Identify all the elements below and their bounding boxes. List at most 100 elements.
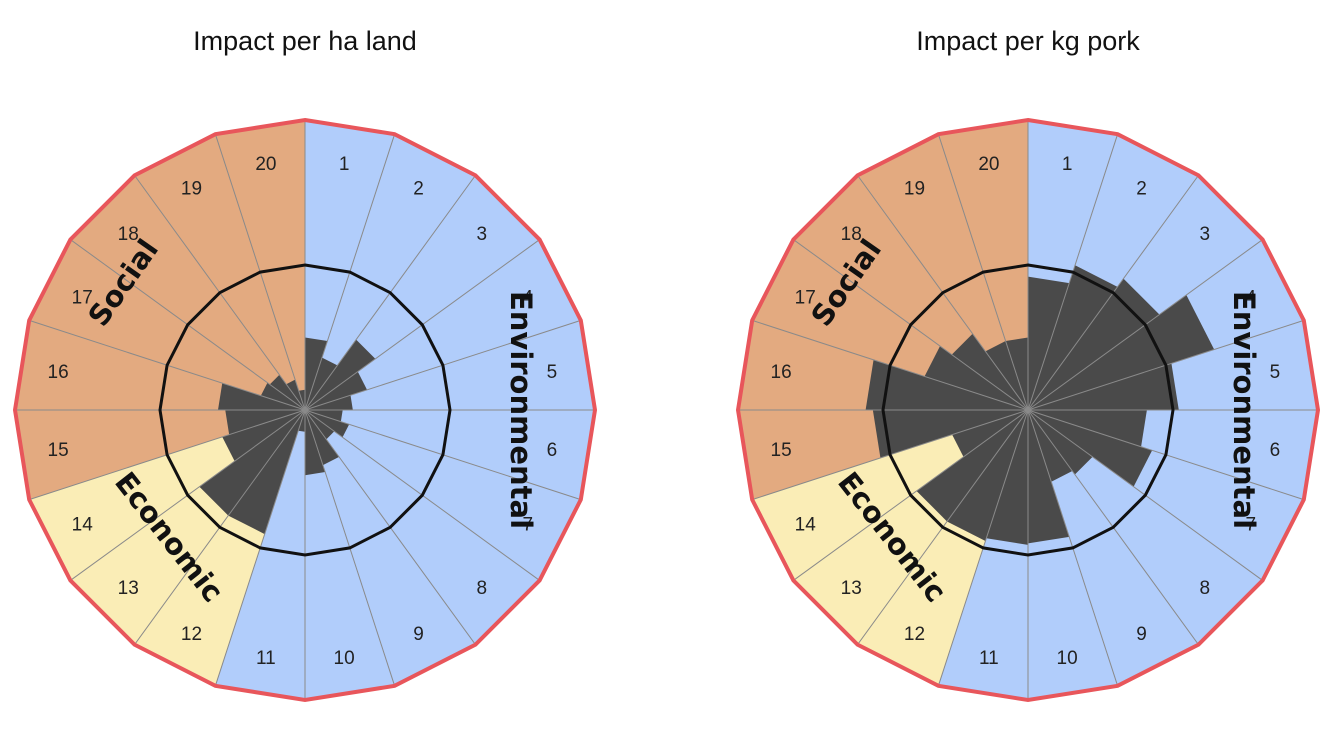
indicator-label-4: 4 [522, 288, 533, 309]
impact-bar-5 [1028, 363, 1179, 410]
impact-bar-13 [916, 410, 1028, 522]
outer-boundary [735, 117, 1321, 703]
impact-bar-2 [1028, 265, 1118, 410]
threshold-ring [881, 263, 1175, 557]
sector-18 [70, 175, 305, 410]
indicator-label-16: 16 [48, 362, 69, 383]
indicator-label-1: 1 [339, 154, 350, 175]
indicator-label-11: 11 [979, 648, 999, 669]
outer-boundary [12, 117, 598, 703]
indicator-label-15: 15 [771, 440, 792, 461]
indicator-label-12: 12 [904, 624, 925, 645]
impact-bar-9 [305, 410, 340, 466]
indicator-label-11: 11 [256, 648, 276, 669]
impact-bar-3 [1028, 278, 1160, 410]
impact-bar-2 [305, 357, 338, 410]
indicator-label-14: 14 [72, 515, 94, 536]
indicator-label-18: 18 [841, 224, 862, 245]
indicator-label-13: 13 [841, 578, 862, 599]
sector-2 [305, 134, 476, 410]
sector-5 [305, 320, 595, 410]
impact-bar-15 [872, 410, 1028, 458]
sector-17 [29, 239, 305, 410]
indicator-label-14: 14 [795, 515, 817, 536]
indicator-label-8: 8 [476, 578, 487, 599]
impact-bar-9 [1028, 410, 1073, 482]
indicator-label-19: 19 [181, 178, 202, 199]
indicator-label-10: 10 [334, 648, 355, 669]
sector-20 [938, 120, 1028, 410]
indicator-label-17: 17 [795, 288, 816, 309]
indicator-label-7: 7 [522, 515, 533, 536]
group-label-environmental: Environmental [1227, 291, 1261, 529]
impact-bar-13 [199, 410, 305, 516]
sector-8 [305, 410, 540, 645]
indicator-label-3: 3 [476, 224, 487, 245]
impact-bar-12 [228, 410, 305, 535]
chart-1-title: Impact per ha land [193, 26, 417, 56]
indicator-label-5: 5 [547, 362, 558, 383]
impact-bar-18 [951, 333, 1028, 410]
chart-2-radial: 1234567891011121314151617181920Environme… [735, 117, 1321, 703]
impact-bar-4 [305, 371, 368, 410]
impact-bar-14 [952, 410, 1028, 457]
indicator-label-9: 9 [413, 624, 424, 645]
impact-bar-1 [1028, 276, 1070, 410]
impact-bar-7 [305, 410, 350, 438]
impact-bar-19 [286, 379, 305, 410]
indicator-label-10: 10 [1057, 648, 1078, 669]
sector-1 [305, 120, 395, 410]
impact-bar-7 [1028, 410, 1153, 487]
sector-7 [305, 410, 581, 581]
indicator-label-9: 9 [1136, 624, 1147, 645]
indicator-label-20: 20 [255, 154, 276, 175]
indicator-label-6: 6 [1270, 440, 1281, 461]
indicator-label-16: 16 [771, 362, 792, 383]
indicator-label-19: 19 [904, 178, 925, 199]
group-label-environmental: Environmental [504, 291, 538, 529]
indicator-label-17: 17 [72, 288, 93, 309]
indicator-label-6: 6 [547, 440, 558, 461]
sector-20 [215, 120, 305, 410]
impact-bar-18 [269, 374, 305, 410]
indicator-label-18: 18 [118, 224, 139, 245]
sector-11 [215, 410, 305, 700]
impact-bar-3 [305, 339, 376, 410]
indicator-label-12: 12 [181, 624, 202, 645]
impact-bar-17 [260, 382, 305, 410]
impact-bar-17 [924, 346, 1028, 410]
impact-bar-16 [865, 359, 1028, 410]
sector-9 [305, 410, 476, 686]
indicator-label-4: 4 [1245, 288, 1256, 309]
sector-19 [857, 134, 1028, 410]
impact-bar-12 [947, 410, 1028, 542]
chart-1-radial: 1234567891011121314151617181920Environme… [12, 117, 598, 703]
indicator-label-13: 13 [118, 578, 139, 599]
impact-bar-4 [1028, 294, 1215, 410]
indicator-label-20: 20 [978, 154, 999, 175]
indicator-label-1: 1 [1062, 154, 1073, 175]
indicator-label-3: 3 [1199, 224, 1210, 245]
sector-19 [134, 134, 305, 410]
sector-6 [305, 410, 595, 500]
impact-bar-11 [986, 410, 1028, 545]
impact-bar-8 [1028, 410, 1093, 475]
sector-14 [752, 410, 1028, 581]
impact-bar-14 [222, 410, 305, 462]
indicator-label-5: 5 [1270, 362, 1281, 383]
threshold-ring [158, 263, 452, 557]
sector-9 [1028, 410, 1199, 686]
chart-2-title: Impact per kg pork [916, 26, 1140, 56]
sector-8 [1028, 410, 1263, 645]
impact-bar-8 [305, 410, 335, 440]
indicator-label-15: 15 [48, 440, 69, 461]
sector-4 [305, 239, 581, 410]
indicator-label-2: 2 [1136, 178, 1147, 199]
indicator-label-8: 8 [1199, 578, 1210, 599]
sector-10 [305, 410, 395, 700]
impact-bar-10 [1028, 410, 1070, 544]
impact-bar-19 [985, 341, 1028, 410]
indicator-label-2: 2 [413, 178, 424, 199]
indicator-label-7: 7 [1245, 515, 1256, 536]
